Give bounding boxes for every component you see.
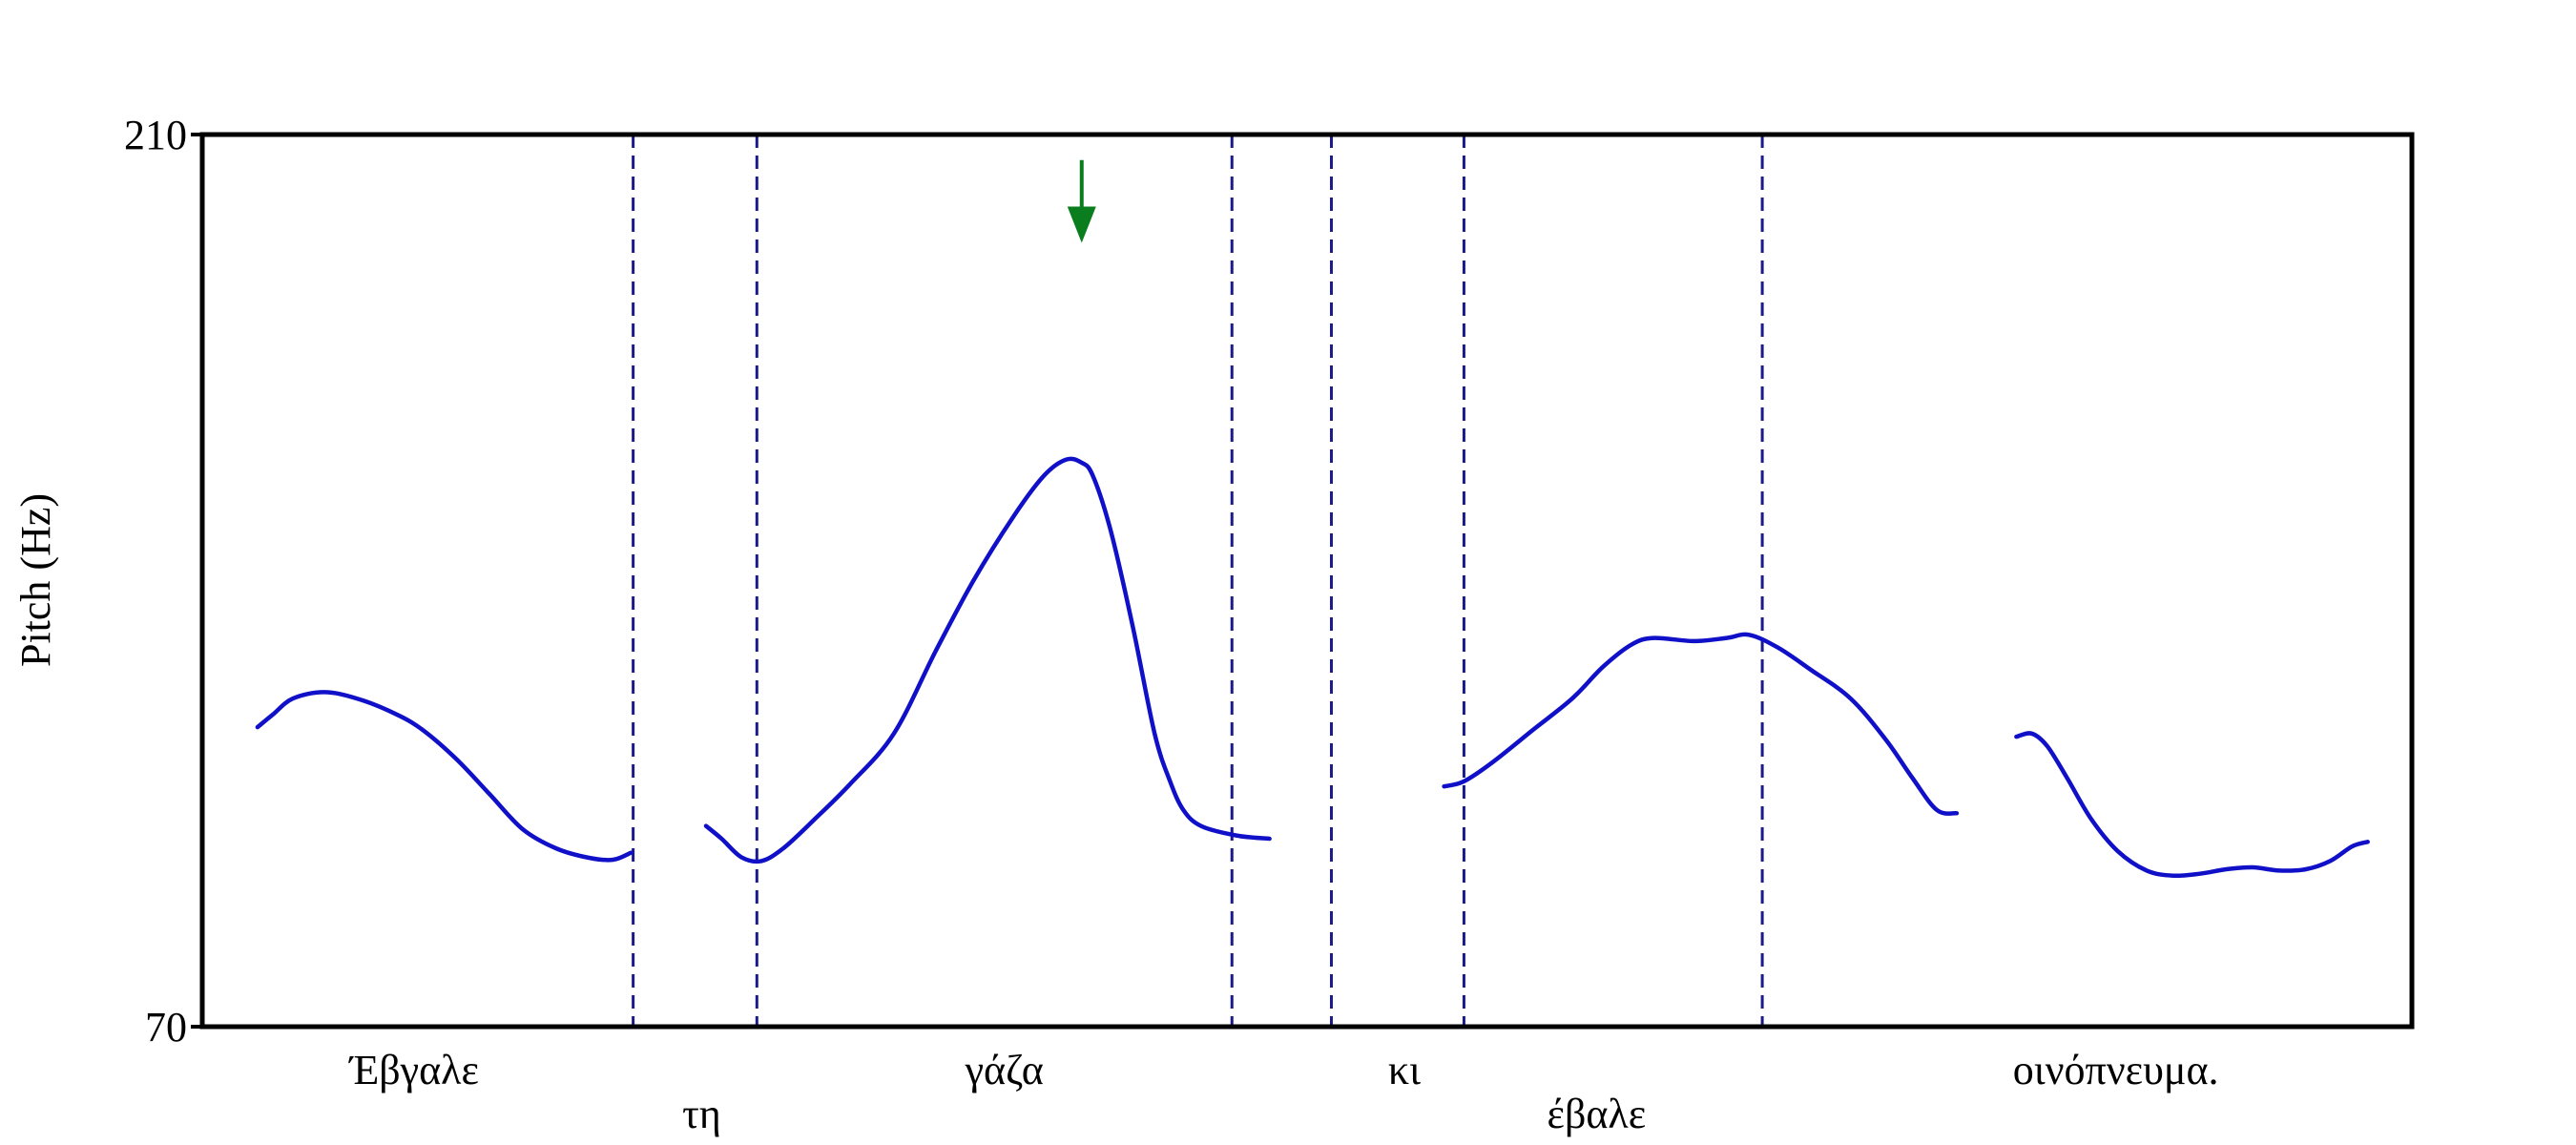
word-label: Έβγαλε — [348, 1047, 479, 1093]
prominence-arrow — [1067, 159, 1096, 243]
word-label: οινόπνευμα. — [2013, 1047, 2219, 1093]
word-label: έβαλε — [1548, 1091, 1647, 1137]
word-boundaries — [632, 135, 1764, 1027]
pitch-contour-segment — [2014, 731, 2370, 879]
word-labels: Έβγαλε τη γάζα κι έβαλε οινόπνευμα. — [348, 1047, 2219, 1137]
plot-frame — [199, 132, 2415, 1030]
pitch-contour-segment — [1442, 632, 1960, 816]
y-tick-label-max: 210 — [124, 112, 187, 158]
y-tick-label-min: 70 — [145, 1004, 187, 1051]
pitch-contour-segment — [255, 690, 634, 863]
y-axis-label: Pitch (Hz) — [12, 493, 59, 667]
pitch-contour-series — [255, 456, 2370, 879]
word-label: τη — [682, 1091, 721, 1137]
arrow-down-icon — [1067, 206, 1096, 243]
word-label: γάζα — [965, 1047, 1044, 1093]
word-label: κι — [1388, 1047, 1421, 1093]
pitch-contour-segment — [703, 456, 1272, 864]
